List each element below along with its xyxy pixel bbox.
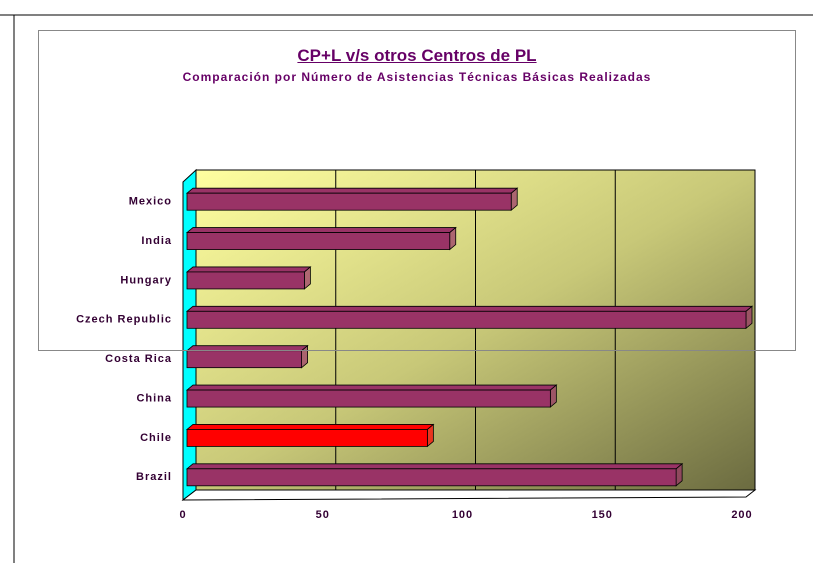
bar bbox=[186, 389, 551, 408]
y-tick-label: Mexico bbox=[129, 196, 172, 208]
bar bbox=[186, 310, 747, 329]
bar bbox=[186, 350, 302, 369]
y-tick-label: India bbox=[141, 235, 172, 247]
floor bbox=[181, 489, 757, 501]
y-tick-label: China bbox=[136, 392, 172, 404]
x-tick-label: 50 bbox=[316, 509, 330, 521]
bar-top bbox=[185, 424, 435, 430]
bar bbox=[186, 271, 305, 290]
bar bbox=[186, 468, 677, 487]
bar-top bbox=[185, 463, 684, 470]
bar bbox=[186, 192, 512, 211]
y-tick-label: Czech Republic bbox=[76, 314, 172, 326]
bar bbox=[186, 232, 451, 250]
y-tick-label: Brazil bbox=[136, 471, 172, 483]
y-tick-label: Costa Rica bbox=[105, 353, 172, 365]
y-tick-label: Hungary bbox=[120, 274, 172, 286]
x-tick-label: 150 bbox=[592, 509, 613, 521]
y-tick-label: Chile bbox=[140, 432, 172, 444]
chart-subtitle: Comparación por Número de Asistencias Té… bbox=[182, 70, 652, 84]
x-tick-label: 0 bbox=[179, 509, 186, 521]
chart-title: CP+L v/s otros Centros de PL bbox=[297, 46, 537, 65]
chart-area bbox=[38, 30, 796, 351]
bar-top bbox=[185, 384, 558, 391]
x-tick-label: 100 bbox=[452, 509, 473, 521]
titles: CP+L v/s otros Centros de PL Comparación… bbox=[38, 46, 796, 86]
x-tick-label: 200 bbox=[731, 509, 752, 521]
bar bbox=[186, 429, 428, 447]
